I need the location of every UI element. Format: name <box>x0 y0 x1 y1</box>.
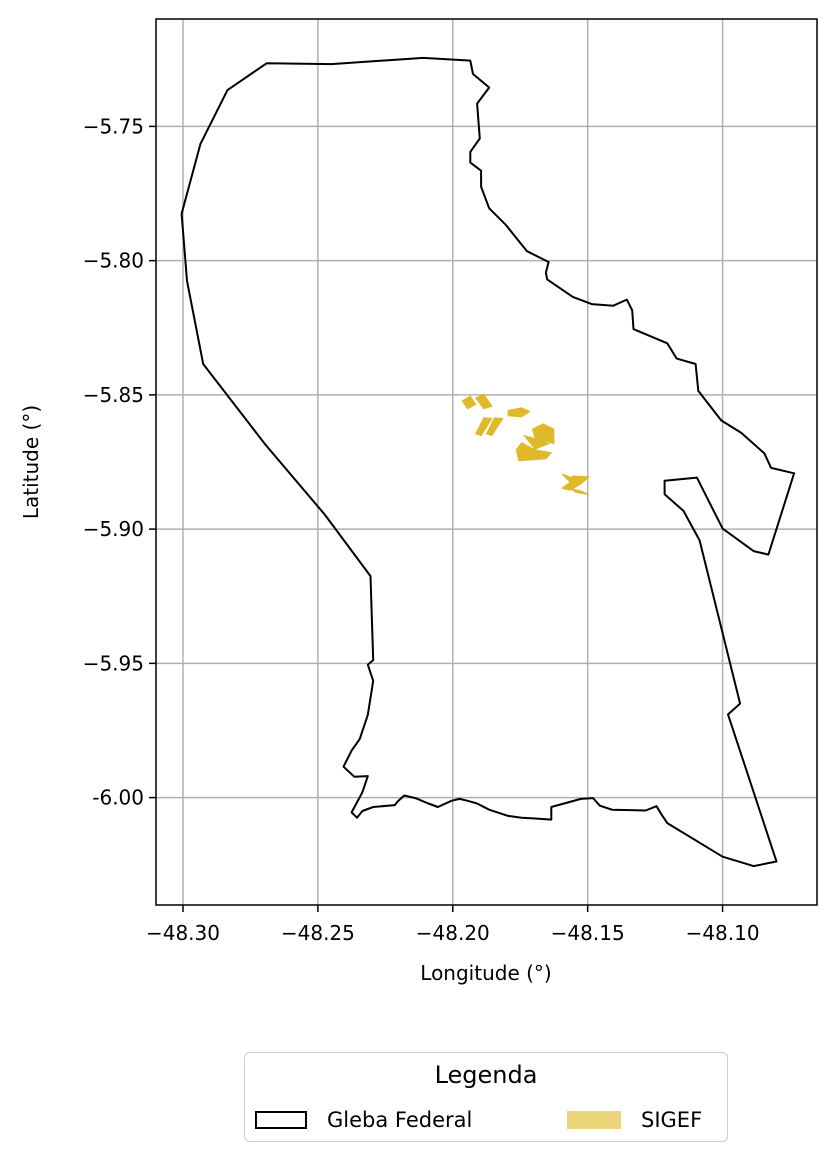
sigef-parcel <box>515 442 553 462</box>
sigef-parcel <box>485 417 504 437</box>
sigef-parcel <box>522 434 550 450</box>
sigef-parcel <box>461 395 477 410</box>
x-tick-label: −48.20 <box>416 921 490 945</box>
x-axis-ticks: −48.30 −48.25 −48.20 −48.15 −48.10 <box>146 905 760 945</box>
sigef-parcel <box>569 487 590 496</box>
legend-title: Legenda <box>434 1061 538 1089</box>
legend-entry-sigef: SIGEF <box>567 1107 702 1133</box>
sigef-layer <box>461 393 591 496</box>
x-tick-label: −48.25 <box>281 921 355 945</box>
y-tick-label: -6.00 <box>92 786 144 810</box>
gleba-federal-boundary <box>180 56 796 868</box>
y-axis-label: Latitude (°) <box>19 405 43 519</box>
y-tick-label: −5.85 <box>83 383 144 407</box>
sigef-parcel <box>474 417 493 437</box>
sigef-swatch-icon <box>567 1111 621 1129</box>
y-tick-label: −5.95 <box>83 651 144 675</box>
y-axis-ticks: −5.75 −5.80 −5.85 −5.90 −5.95 -6.00 <box>83 114 156 810</box>
gleba-swatch-icon <box>255 1111 307 1129</box>
x-axis-label: Longitude (°) <box>420 961 551 985</box>
x-tick-label: −48.30 <box>146 921 220 945</box>
y-tick-label: −5.90 <box>83 517 144 541</box>
plot-frame <box>155 18 818 906</box>
legend-label-gleba: Gleba Federal <box>327 1108 473 1132</box>
sigef-parcel <box>507 407 531 418</box>
legend: Legenda Gleba Federal SIGEF <box>244 1052 728 1142</box>
grid-lines <box>156 19 817 905</box>
sigef-parcel <box>560 475 591 491</box>
y-tick-label: −5.75 <box>83 114 144 138</box>
legend-entry-gleba: Gleba Federal <box>255 1107 472 1133</box>
sigef-parcel <box>474 393 493 410</box>
y-tick-label: −5.80 <box>83 249 144 273</box>
legend-label-sigef: SIGEF <box>641 1108 703 1132</box>
x-tick-label: −48.10 <box>686 921 760 945</box>
x-tick-label: −48.15 <box>551 921 625 945</box>
